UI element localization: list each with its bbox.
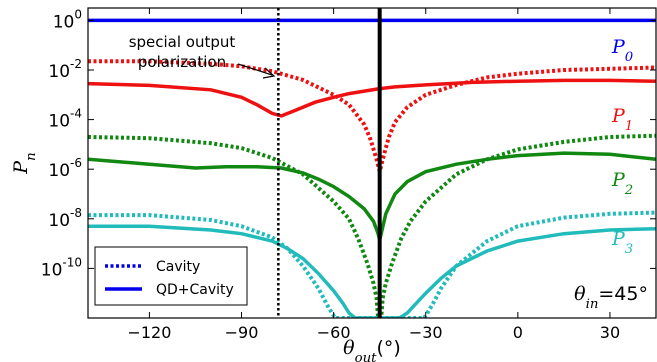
series-label-p0: P0: [611, 36, 634, 65]
x-tick-label: 30: [600, 323, 620, 342]
series-label-p2: P2: [611, 169, 633, 198]
x-tick-label: 0: [513, 323, 523, 342]
series-p1-cavity-line: [88, 59, 656, 173]
annotation-arrow-head: [262, 67, 276, 79]
plot-frame: [87, 7, 657, 319]
series-p1-qd-cavity-line: [88, 78, 656, 118]
condition-label: θin=45°: [574, 283, 648, 312]
y-tick-label: 10-4: [48, 107, 82, 132]
annotation-arrow-shaft: [237, 63, 273, 76]
y-tick-label: 10-8: [48, 206, 82, 231]
annotation-line2: polarization: [138, 53, 226, 71]
series-label-p1: P1: [611, 105, 633, 134]
legend-label: Cavity: [156, 259, 200, 275]
y-axis-label: Pn: [10, 152, 39, 174]
y-tick-label: 10-6: [48, 156, 82, 181]
x-tick-label: −30: [409, 323, 443, 342]
series-p3-cavity-line: [88, 210, 656, 318]
series-label-p3: P3: [611, 228, 633, 257]
legend-box: [94, 246, 248, 306]
x-tick-label: −120: [127, 323, 171, 342]
legend-label: QD+Cavity: [156, 282, 234, 298]
annotation-line1: special output: [129, 33, 236, 51]
series-p3-qd-cavity-line: [88, 224, 656, 318]
y-tick-label: 10-10: [41, 255, 82, 280]
x-tick-label: −60: [317, 323, 351, 342]
x-tick-label: −90: [225, 323, 259, 342]
y-tick-label: 10-2: [48, 57, 82, 82]
y-tick-label: 100: [53, 7, 82, 32]
x-axis-label: θout(°): [343, 337, 401, 362]
